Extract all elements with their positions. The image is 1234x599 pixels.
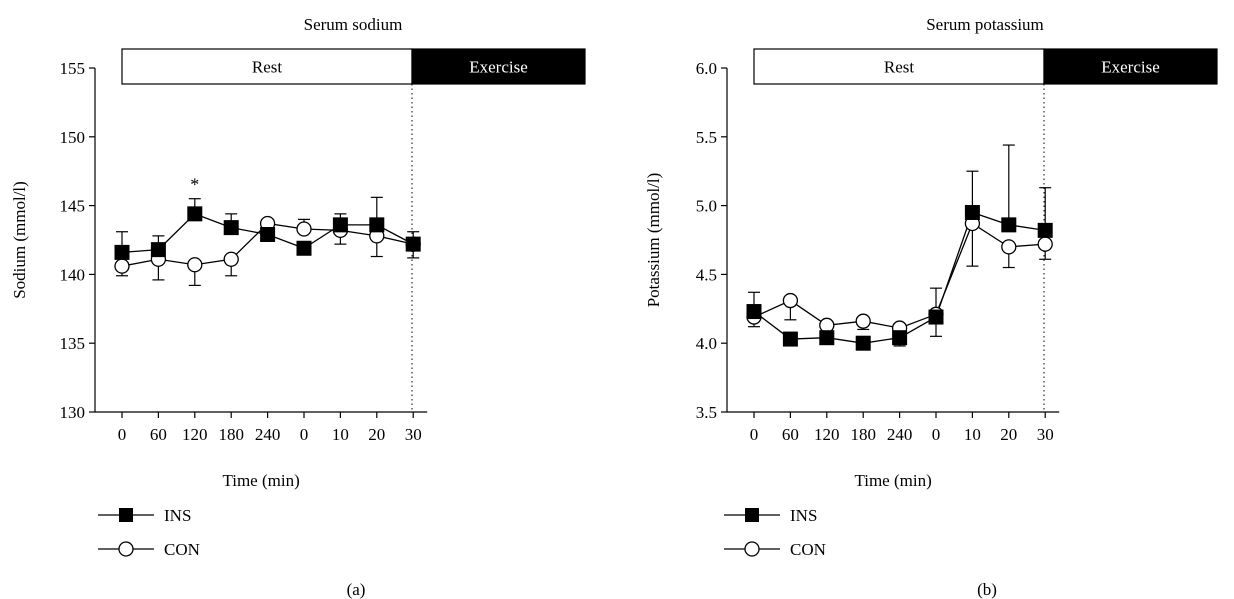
data-point-ins [964, 204, 980, 220]
x-tick-label: 240 [887, 425, 913, 444]
data-point-ins [819, 330, 835, 346]
x-tick-label: 20 [1000, 425, 1017, 444]
data-point-con [223, 251, 239, 267]
data-point-ins [855, 335, 871, 351]
legend-marker-ins [119, 508, 133, 522]
phase-label-rest: Rest [884, 58, 915, 77]
x-tick-label: 60 [782, 425, 799, 444]
x-axis-label: Time (min) [222, 471, 299, 490]
y-tick-label: 150 [60, 128, 86, 147]
legend-marker-ins [745, 508, 759, 522]
significance-marker: * [190, 175, 199, 195]
y-tick-label: 140 [60, 265, 86, 284]
x-tick-label: 10 [332, 425, 349, 444]
y-tick-label: 135 [60, 334, 86, 353]
data-point-ins [187, 206, 203, 222]
x-tick-label: 180 [218, 425, 244, 444]
phase-label-exercise: Exercise [1101, 58, 1160, 77]
data-point-con [1001, 239, 1017, 255]
x-tick-label: 10 [964, 425, 981, 444]
phase-box-rest [753, 48, 1045, 85]
data-point-ins [223, 220, 239, 236]
legend-marker-con [118, 541, 134, 557]
data-point-ins [892, 330, 908, 346]
data-point-con [296, 221, 312, 237]
series-line-con [753, 222, 1046, 329]
panel-label: (a) [347, 580, 366, 599]
phase-box-exercise [411, 48, 586, 85]
phase-label-exercise: Exercise [469, 58, 528, 77]
y-tick-label: 155 [60, 59, 86, 78]
x-tick-label: 30 [405, 425, 422, 444]
data-point-con [114, 258, 130, 274]
data-point-ins [1001, 217, 1017, 233]
y-axis-label: Sodium (mmol/l) [10, 181, 29, 299]
x-tick-label: 120 [814, 425, 840, 444]
x-axis-label: Time (min) [854, 471, 931, 490]
x-tick-label: 60 [150, 425, 167, 444]
legend-label-con: CON [164, 540, 200, 559]
panel-b-potassium: Serum potassium Rest Exercise 3.5 4.0 4.5 5.0 5… [644, 15, 1218, 599]
legend-label-ins: INS [164, 506, 191, 525]
x-tick-label: 180 [850, 425, 876, 444]
y-tick-label: 4.5 [696, 265, 717, 284]
legend-marker-con [744, 541, 760, 557]
data-point-ins [150, 242, 166, 258]
data-point-ins [746, 304, 762, 320]
y-tick-label: 6.0 [696, 59, 717, 78]
chart-title: Serum potassium [926, 15, 1044, 34]
data-point-ins [260, 226, 276, 242]
y-axis-label: Potassium (mmol/l) [644, 173, 663, 308]
x-tick-label: 0 [118, 425, 127, 444]
data-point-con [187, 257, 203, 273]
y-tick-label: 130 [60, 403, 86, 422]
data-point-con [855, 313, 871, 329]
y-tick-label: 4.0 [696, 334, 717, 353]
y-tick-label: 5.5 [696, 128, 717, 147]
x-tick-label: 0 [932, 425, 941, 444]
y-tick-label: 145 [60, 197, 86, 216]
data-point-ins [1037, 222, 1053, 238]
data-point-ins [114, 244, 130, 260]
x-tick-label: 0 [750, 425, 759, 444]
phase-box-rest [121, 48, 413, 85]
phase-box-exercise [1043, 48, 1218, 85]
panel-a-sodium: Serum sodium Rest Exercise 130 135 140 145 150 1… [10, 15, 586, 599]
data-point-con [1037, 236, 1053, 252]
data-point-ins [928, 309, 944, 325]
x-tick-label: 30 [1037, 425, 1054, 444]
x-tick-label: 120 [182, 425, 208, 444]
chart-title: Serum sodium [304, 15, 403, 34]
data-point-ins [332, 217, 348, 233]
data-point-ins [782, 331, 798, 347]
data-point-ins [369, 217, 385, 233]
data-point-ins [296, 240, 312, 256]
data-point-ins [405, 236, 421, 252]
x-tick-label: 240 [255, 425, 281, 444]
y-tick-label: 3.5 [696, 403, 717, 422]
data-point-con [782, 292, 799, 309]
y-tick-label: 5.0 [696, 197, 717, 216]
phase-label-rest: Rest [252, 58, 283, 77]
x-tick-label: 0 [300, 425, 309, 444]
legend-label-ins: INS [790, 506, 817, 525]
x-tick-label: 20 [368, 425, 385, 444]
panel-label: (b) [977, 580, 997, 599]
legend-label-con: CON [790, 540, 826, 559]
